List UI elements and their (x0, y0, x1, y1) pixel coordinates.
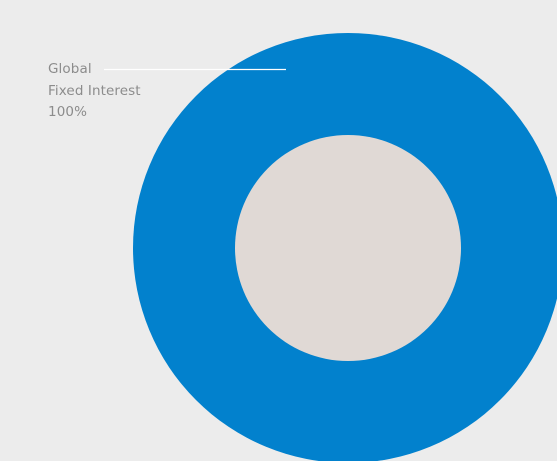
slice-value-label: 100% (48, 104, 87, 120)
slice-label: Global Fixed Interest 100% (48, 59, 141, 124)
donut-center (235, 135, 461, 361)
slice-label-line-1: Global (48, 61, 92, 77)
slice-label-line-2: Fixed Interest (48, 82, 141, 99)
